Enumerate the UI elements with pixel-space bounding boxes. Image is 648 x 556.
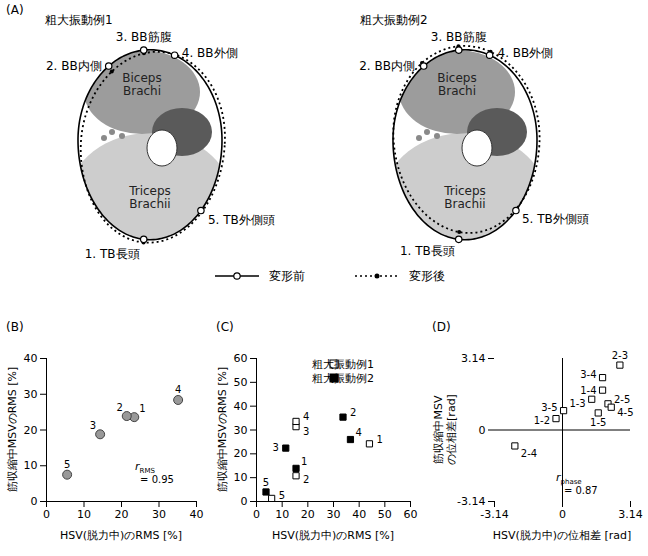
- svg-text:4: 4: [355, 427, 361, 438]
- svg-text:Biceps: Biceps: [122, 71, 161, 85]
- svg-text:1. TB長頭: 1. TB長頭: [85, 247, 140, 261]
- svg-text:粗大振動例2: 粗大振動例2: [360, 13, 428, 27]
- svg-text:変形前: 変形前: [269, 269, 305, 283]
- svg-text:2-4: 2-4: [521, 448, 537, 459]
- svg-text:1-5: 1-5: [590, 417, 606, 428]
- svg-text:3-5: 3-5: [541, 402, 557, 413]
- svg-text:3.14: 3.14: [618, 508, 643, 521]
- svg-text:2-3: 2-3: [612, 350, 628, 361]
- svg-text:0: 0: [559, 508, 566, 521]
- svg-text:20: 20: [24, 424, 38, 437]
- svg-text:40: 40: [190, 508, 204, 521]
- svg-text:30: 30: [234, 424, 248, 437]
- svg-text:Brachi: Brachi: [438, 84, 476, 98]
- svg-text:5: 5: [263, 477, 269, 488]
- svg-text:30: 30: [152, 508, 166, 521]
- svg-text:0: 0: [31, 495, 38, 508]
- svg-text:3: 3: [272, 442, 278, 453]
- svg-text:2. BB内側: 2. BB内側: [359, 59, 415, 73]
- svg-text:の位相差[rad]: の位相差[rad]: [445, 394, 458, 465]
- svg-text:筋収縮中MSVのRMS [%]: 筋収縮中MSVのRMS [%]: [6, 367, 19, 493]
- svg-text:1: 1: [301, 456, 307, 467]
- svg-text:= 0.95: = 0.95: [140, 474, 174, 485]
- svg-text:4: 4: [175, 384, 181, 395]
- svg-text:3: 3: [303, 426, 309, 437]
- svg-text:0: 0: [241, 495, 248, 508]
- svg-text:Triceps: Triceps: [128, 184, 171, 198]
- svg-text:0: 0: [43, 508, 50, 521]
- svg-text:1-2: 1-2: [534, 415, 550, 426]
- svg-text:20: 20: [234, 447, 248, 460]
- svg-text:5: 5: [64, 459, 70, 470]
- svg-text:粗大振動例2: 粗大振動例2: [312, 372, 374, 385]
- svg-text:3: 3: [90, 420, 96, 431]
- svg-text:20: 20: [115, 508, 129, 521]
- svg-text:50: 50: [378, 508, 392, 521]
- svg-text:1: 1: [376, 434, 382, 445]
- svg-text:2-5: 2-5: [614, 394, 630, 405]
- svg-text:2: 2: [303, 474, 309, 485]
- svg-text:0: 0: [479, 424, 486, 437]
- svg-text:3. BB筋腹: 3. BB筋腹: [116, 30, 172, 44]
- svg-text:3-4: 3-4: [580, 369, 596, 380]
- svg-text:(A): (A): [6, 3, 24, 17]
- svg-text:30: 30: [327, 508, 341, 521]
- svg-text:30: 30: [24, 388, 38, 401]
- html-text:(C): (C): [216, 320, 234, 334]
- svg-text:5. TB外側頭: 5. TB外側頭: [208, 213, 275, 227]
- html-text:(B): (B): [6, 320, 24, 334]
- svg-text:10: 10: [77, 508, 91, 521]
- svg-text:0: 0: [253, 508, 260, 521]
- svg-text:40: 40: [352, 508, 366, 521]
- svg-text:-3.14: -3.14: [457, 495, 485, 508]
- svg-text:Brachi: Brachi: [123, 84, 161, 98]
- svg-text:4. BB外側: 4. BB外側: [182, 46, 238, 60]
- svg-text:60: 60: [404, 508, 418, 521]
- svg-text:5. TB外側頭: 5. TB外側頭: [522, 212, 589, 226]
- svg-text:Brachii: Brachii: [444, 197, 485, 211]
- svg-text:HSV(脱力中)のRMS [%]: HSV(脱力中)のRMS [%]: [60, 529, 182, 542]
- svg-text:1: 1: [139, 403, 145, 414]
- svg-text:60: 60: [234, 352, 248, 365]
- html-text:(D): (D): [432, 320, 451, 334]
- svg-text:3. BB筋腹: 3. BB筋腹: [431, 30, 487, 44]
- svg-text:粗大振動例1: 粗大振動例1: [45, 13, 113, 27]
- svg-text:10: 10: [24, 459, 38, 472]
- svg-text:HSV(脱力中)の位相差 [rad]: HSV(脱力中)の位相差 [rad]: [493, 529, 632, 542]
- svg-text:4: 4: [303, 411, 309, 422]
- svg-text:4. BB外側: 4. BB外側: [498, 46, 554, 60]
- svg-text:40: 40: [24, 352, 38, 365]
- svg-text:筋収縮中MSV: 筋収縮中MSV: [432, 395, 445, 463]
- svg-text:rRMS: rRMS: [135, 460, 155, 475]
- svg-text:= 0.87: = 0.87: [564, 485, 598, 496]
- svg-text:5: 5: [279, 490, 285, 501]
- svg-text:HSV(脱力中)のRMS [%]: HSV(脱力中)のRMS [%]: [272, 529, 394, 542]
- svg-text:Biceps: Biceps: [437, 71, 476, 85]
- svg-text:-3.14: -3.14: [480, 508, 508, 521]
- svg-text:1. TB長頭: 1. TB長頭: [400, 244, 455, 258]
- svg-text:40: 40: [234, 400, 248, 413]
- svg-text:筋収縮中MSVのRMS [%]: 筋収縮中MSVのRMS [%]: [216, 367, 229, 493]
- svg-text:1-3: 1-3: [569, 398, 585, 409]
- svg-text:1-4: 1-4: [580, 385, 596, 396]
- svg-text:粗大振動例1: 粗大振動例1: [312, 358, 374, 371]
- svg-text:20: 20: [301, 508, 315, 521]
- svg-text:rphase: rphase: [556, 471, 582, 486]
- svg-text:3.14: 3.14: [461, 352, 486, 365]
- svg-text:2. BB内側: 2. BB内側: [46, 59, 102, 73]
- svg-text:10: 10: [234, 471, 248, 484]
- svg-text:Triceps: Triceps: [443, 184, 486, 198]
- svg-text:50: 50: [234, 376, 248, 389]
- svg-text:変形後: 変形後: [409, 269, 445, 283]
- svg-text:2: 2: [350, 407, 356, 418]
- svg-text:10: 10: [275, 508, 289, 521]
- svg-text:4-5: 4-5: [617, 407, 633, 418]
- svg-text:2: 2: [116, 402, 122, 413]
- svg-text:Brachii: Brachii: [129, 197, 170, 211]
